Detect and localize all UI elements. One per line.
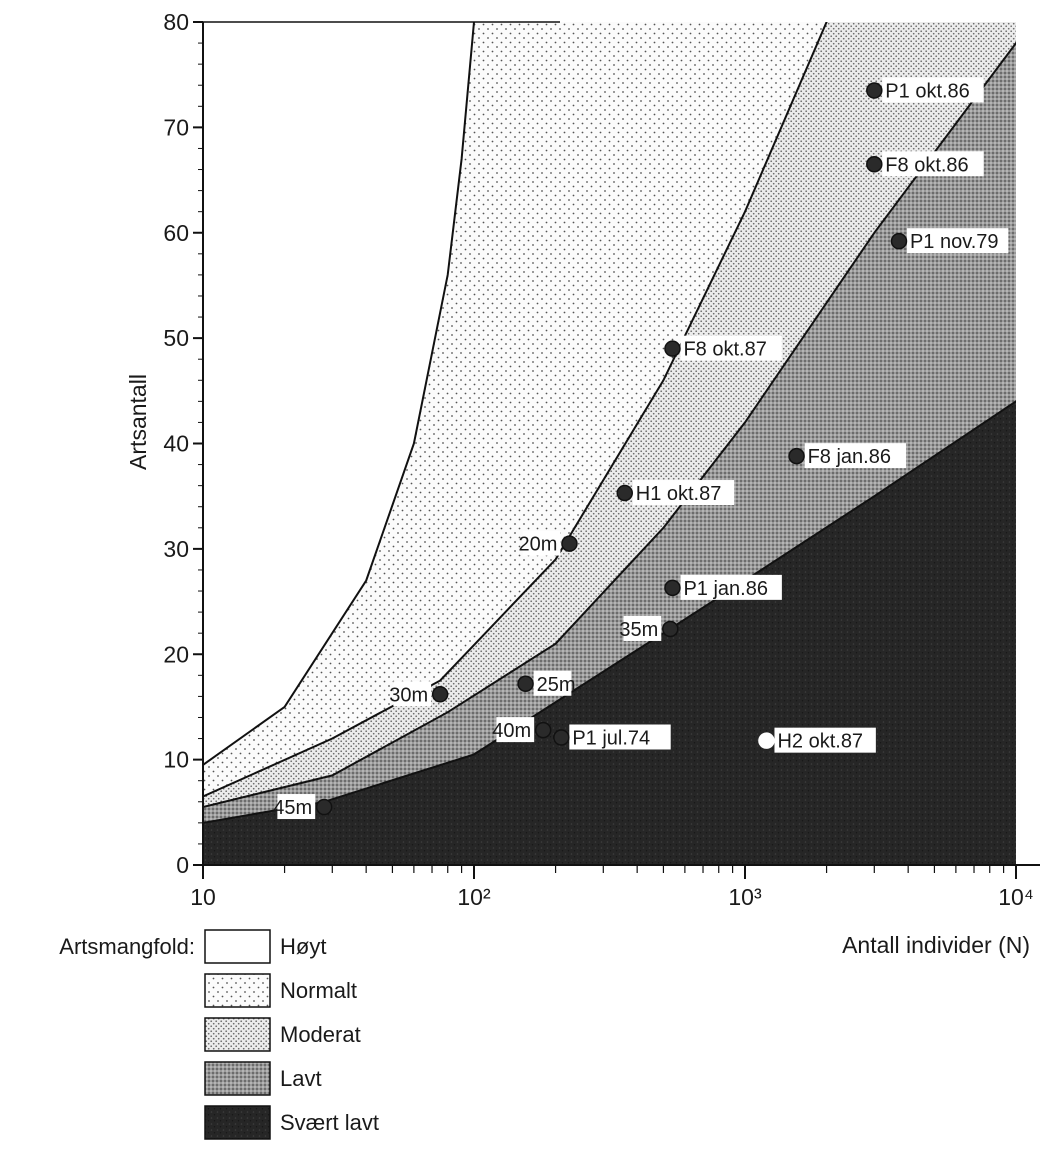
point-label-bg [804,443,906,469]
point-label: 45m [273,797,312,819]
legend-swatch [204,1105,271,1140]
data-point [758,732,775,749]
point-label: H1 okt.87 [636,483,722,505]
point-label: 20m [519,534,558,556]
point-label-bg [882,77,984,103]
boundary-line [203,22,828,798]
data-point [662,620,679,638]
point-label-bg [906,228,1009,254]
boundary-line [203,41,1016,808]
point-label-bg [393,681,432,707]
data-point [866,82,883,99]
point-label-bg [774,727,876,753]
x-axis-label: Antall individer (N) [842,932,1030,958]
x-tick-label: 10⁴ [998,884,1033,910]
point-label-bg [569,724,671,750]
point-label: F8 okt.86 [885,154,968,176]
point-label-bg [680,335,782,361]
data-point [534,721,552,739]
point-label: H2 okt.87 [777,731,863,753]
legend-item-label: Svært lavt [280,1110,379,1135]
point-label-bg [882,151,984,177]
boundary-line [203,400,1016,824]
data-point [664,579,681,597]
legend-swatch [204,1061,271,1096]
point-label: F8 okt.87 [683,339,766,361]
point-label-bg [496,717,535,743]
legend-item-label: Moderat [280,1022,361,1047]
y-tick-label: 0 [176,852,189,878]
point-label: P1 jan.86 [683,578,768,600]
point-label-bg [533,670,572,696]
legend-item-label: Lavt [280,1066,322,1091]
point-label-bg [680,574,782,600]
point-label: P1 nov.79 [910,231,999,253]
point-label: 40m [492,720,531,742]
point-label-bg [632,480,735,506]
point-label: 35m [619,619,658,641]
point-label-bg [277,794,316,820]
boundary-line [203,22,476,766]
legend-item-label: Normalt [280,978,357,1003]
data-point [890,232,908,250]
legend-swatch [204,929,271,964]
y-tick-label: 50 [163,325,189,351]
data-point [866,156,883,173]
point-label: P1 okt.86 [885,80,970,102]
legend-swatch [204,973,271,1008]
point-label: 30m [389,684,428,706]
legend: Artsmangfold: Høyt Normalt Moderat Lavt Svær… [59,929,379,1140]
y-tick-label: 10 [163,747,189,773]
data-point [788,447,805,465]
y-tick-label: 70 [163,114,189,140]
y-tick-label: 40 [163,431,189,457]
data-point [315,798,333,816]
legend-title: Artsmangfold: [59,934,195,959]
y-tick-label: 60 [163,220,189,246]
x-tick-label: 10³ [728,884,762,910]
x-tick-label: 10² [457,884,491,910]
data-point [616,484,634,502]
data-point [561,535,578,552]
y-tick-label: 20 [163,641,189,667]
x-tick-label: 10 [190,884,216,910]
legend-swatch [204,1017,271,1052]
data-point [664,340,681,357]
point-label: F8 jan.86 [808,446,891,468]
point-label: 25m [537,674,576,696]
point-label-bg [623,615,662,641]
y-axis-label: Artsantall [125,374,151,470]
point-label: P1 jul.74 [572,727,650,749]
data-point [431,686,449,703]
point-label-bg [522,530,561,556]
y-tick-label: 80 [163,9,189,35]
y-tick-label: 30 [163,536,189,562]
legend-item-label: Høyt [280,934,326,959]
data-point [553,729,570,746]
data-point [517,675,534,693]
